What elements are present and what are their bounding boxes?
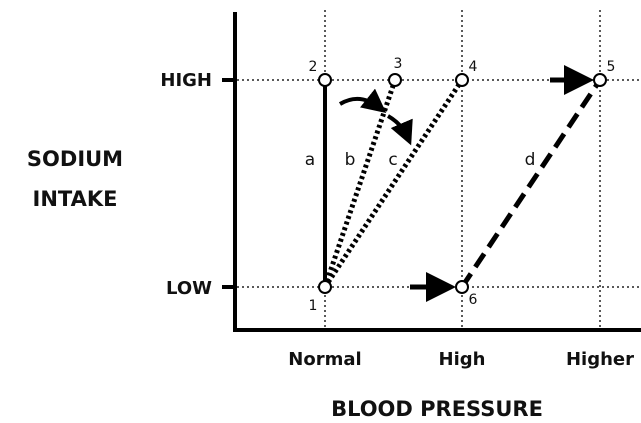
- x-tick-label: High: [439, 349, 486, 370]
- curved-arrow: [338, 88, 387, 113]
- y-axis-title: INTAKE: [33, 187, 118, 211]
- line-c: [322, 78, 465, 289]
- x-tick-label: Higher: [566, 349, 634, 370]
- y-tick-label: HIGH: [160, 70, 212, 91]
- point-label: 1: [309, 298, 318, 314]
- points: [318, 73, 607, 294]
- point-label: 5: [607, 59, 616, 75]
- y-axis-title: SODIUM: [27, 147, 123, 171]
- x-tick-label: Normal: [288, 349, 361, 370]
- x-axis-title: BLOOD PRESSURE: [331, 397, 543, 421]
- point-label: 4: [469, 59, 478, 75]
- point-label: 3: [394, 56, 403, 72]
- point-label: 6: [469, 292, 478, 308]
- axes: [222, 12, 641, 332]
- line-label: a: [305, 150, 315, 170]
- grid: [222, 10, 641, 330]
- curved-arrow: [386, 114, 413, 146]
- line-b: [322, 79, 398, 288]
- line-label: b: [345, 150, 356, 170]
- line-label: d: [525, 150, 536, 170]
- line-d: [459, 78, 603, 289]
- point-label: 2: [309, 59, 318, 75]
- y-tick-label: LOW: [166, 278, 212, 299]
- line-label: c: [388, 150, 397, 170]
